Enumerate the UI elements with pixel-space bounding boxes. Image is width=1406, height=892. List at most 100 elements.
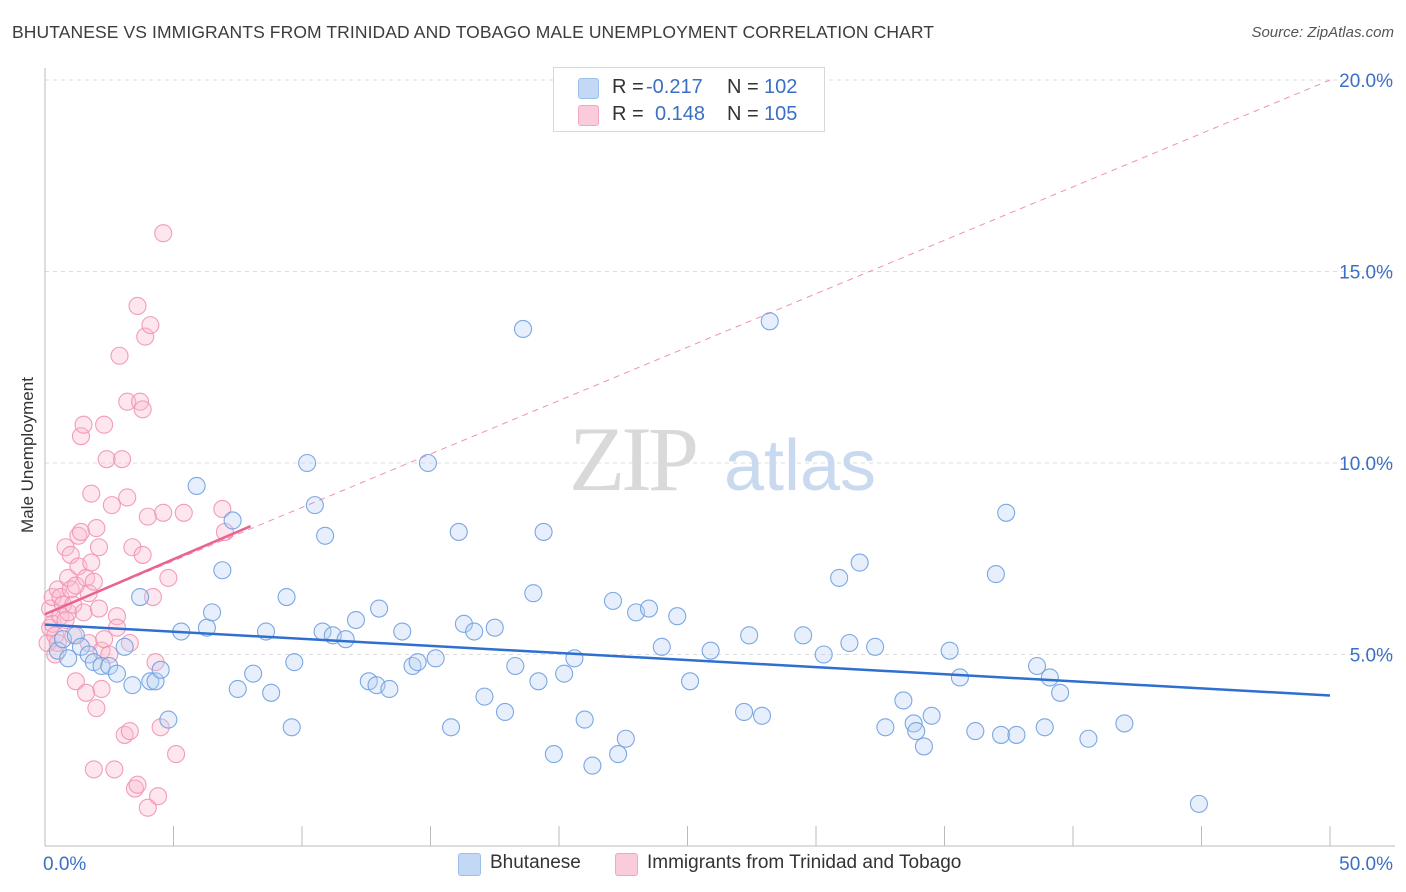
bhutanese-point: [914, 737, 933, 756]
chart-title: BHUTANESE VS IMMIGRANTS FROM TRINIDAD AN…: [12, 22, 935, 42]
bhutanese-point: [454, 614, 473, 633]
trinidad-point: [118, 392, 137, 411]
bhutanese-point: [840, 633, 859, 653]
bhutanese-point: [506, 656, 525, 676]
bhutanese-point: [203, 603, 222, 622]
trinidad-point: [213, 499, 232, 519]
x-tick-label: 50.0%: [1339, 854, 1393, 875]
trend-lines: [44, 79, 1331, 697]
bhutanese-point: [734, 702, 754, 722]
trinidad-point: [133, 400, 152, 419]
legend-swatch-pink: [578, 105, 599, 126]
trinidad-point: [159, 568, 178, 587]
watermark-atlas: atlas: [724, 426, 876, 506]
bhutanese-point: [107, 664, 127, 683]
trinidad-point: [102, 496, 121, 515]
bottom-legend-label: Bhutanese: [490, 852, 581, 873]
bhutanese-point: [1035, 718, 1054, 737]
bhutanese-point: [876, 718, 895, 737]
bhutanese-point: [408, 653, 427, 672]
bhutanese-point: [513, 319, 533, 339]
tick-labels: 5.0% 10.0% 15.0% 20.0% 0.0% 50.0%: [43, 71, 1393, 875]
legend-r-value: -0.217: [646, 76, 703, 98]
legend-r-label: R =: [612, 103, 644, 125]
trinidad-point: [71, 427, 91, 446]
bhutanese-point: [1027, 656, 1047, 676]
trinidad-point: [138, 507, 157, 526]
trinidad-point: [154, 503, 173, 522]
bhutanese-point: [850, 553, 869, 572]
bhutanese-point: [131, 587, 150, 607]
bhutanese-point: [100, 656, 119, 676]
bhutanese-point: [370, 599, 389, 618]
bhutanese-point: [701, 641, 720, 660]
bottom-legend-label: Immigrants from Trinidad and Tobago: [647, 852, 962, 873]
bhutanese-point: [524, 584, 543, 603]
bhutanese-point: [940, 641, 959, 660]
trinidad-point: [92, 679, 111, 699]
bhutanese-point: [814, 645, 833, 664]
bhutanese-trend-line: [44, 623, 1331, 697]
bhutanese-point: [616, 729, 635, 748]
y-tick-label: 15.0%: [1339, 263, 1393, 284]
bhutanese-point: [1007, 725, 1026, 744]
legend-n-label: N =: [727, 103, 759, 125]
legend-r-value: 0.148: [655, 103, 706, 125]
bhutanese-point: [681, 672, 700, 691]
bhutanese-point: [48, 641, 67, 660]
legend-n-label: N =: [727, 76, 759, 98]
bhutanese-point: [228, 679, 247, 699]
bhutanese-point: [285, 653, 304, 672]
bhutanese-point: [966, 722, 985, 741]
bhutanese-point: [575, 710, 594, 729]
legend-swatch-blue: [578, 78, 599, 99]
watermark-zip: ZIP: [569, 408, 696, 510]
bhutanese-point: [346, 610, 366, 630]
correlation-legend: R = -0.217 N = 102 R = 0.148 N = 105: [553, 67, 825, 132]
trinidad-point: [89, 599, 109, 618]
trinidad-point: [71, 522, 91, 541]
trinidad-point: [74, 415, 93, 434]
trinidad-point: [105, 760, 124, 779]
trinidad-point: [123, 538, 142, 557]
bhutanese-point: [534, 522, 553, 541]
bhutanese-point: [555, 664, 574, 683]
trinidad-point: [128, 296, 147, 316]
bhutanese-point: [752, 706, 772, 725]
bhutanese-point: [159, 710, 178, 729]
chart-source: Source: ZipAtlas.com: [1251, 24, 1394, 41]
x-tick-label: 0.0%: [43, 854, 86, 875]
trinidad-point: [128, 775, 147, 794]
trinidad-point: [141, 316, 160, 335]
axes: [44, 68, 1395, 847]
trinidad-point: [110, 346, 129, 365]
bhutanese-point: [1189, 794, 1208, 813]
trinidad-point: [138, 798, 157, 817]
trinidad-point: [118, 488, 137, 507]
legend-n-value: 102: [764, 76, 798, 98]
bhutanese-point: [380, 679, 399, 699]
bhutanese-point: [115, 637, 134, 656]
trinidad-point: [143, 587, 162, 607]
trinidad-point: [154, 224, 173, 243]
y-tick-label: 20.0%: [1339, 71, 1393, 92]
bhutanese-point: [146, 672, 165, 691]
bhutanese-point: [141, 672, 160, 691]
bhutanese-point: [187, 476, 206, 496]
bhutanese-point: [740, 626, 759, 645]
trinidad-point: [97, 450, 116, 469]
bottom-legend-swatch-pink: [615, 853, 638, 876]
bhutanese-point: [922, 706, 941, 725]
legend-r-label: R =: [612, 76, 644, 98]
trinidad-point: [82, 484, 101, 503]
trinidad-point: [89, 538, 109, 557]
grid-lines: [45, 79, 1395, 655]
bhutanese-point: [418, 453, 437, 473]
bottom-legend-swatch-blue: [458, 853, 481, 876]
series-bhutanese-points: [48, 312, 1208, 813]
bhutanese-point: [213, 561, 232, 580]
bhutanese-point: [609, 745, 628, 764]
trinidad-point: [174, 503, 193, 522]
trinidad-point: [74, 603, 93, 622]
bhutanese-point: [336, 630, 355, 649]
